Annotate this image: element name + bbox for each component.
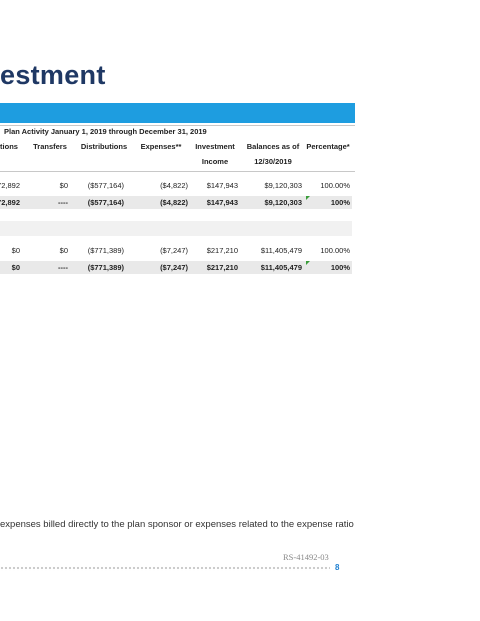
table-cell: ($771,389) xyxy=(87,263,124,272)
table-cell: $0 xyxy=(59,181,68,190)
table-cell: 100% xyxy=(330,198,350,207)
dotted-rule xyxy=(0,566,330,571)
row-shade xyxy=(0,261,352,274)
table-cell: $217,210 xyxy=(206,246,238,255)
table-cell: ($771,389) xyxy=(87,246,124,255)
table-cell: $11,405,479 xyxy=(260,263,302,272)
blank-row xyxy=(0,221,352,236)
header-band xyxy=(0,103,355,123)
table-cell: 72,892 xyxy=(0,198,20,207)
table-cell: $9,120,303 xyxy=(264,198,302,207)
column-header: tions xyxy=(0,139,18,154)
table-cell: 100.00% xyxy=(320,246,350,255)
row-shade xyxy=(0,196,352,209)
column-header-line: Investment xyxy=(195,142,235,151)
table-cell: 72,892 xyxy=(0,181,20,190)
column-header-line: Percentage* xyxy=(306,142,350,151)
table-caption: Plan Activity January 1, 2019 through De… xyxy=(4,127,207,136)
cell-marker xyxy=(306,196,310,200)
table-cell: ($7,247) xyxy=(160,246,188,255)
page-title: estment xyxy=(0,60,106,90)
table-cell: ($4,822) xyxy=(160,181,188,190)
table-cell: $9,120,303 xyxy=(264,181,302,190)
table-cell: ($7,247) xyxy=(160,263,188,272)
column-header-line: tions xyxy=(0,142,18,151)
table-cell: 100% xyxy=(330,263,350,272)
table-cell: $0 xyxy=(59,246,68,255)
table-header xyxy=(0,125,355,172)
table-cell: $0 xyxy=(11,246,20,255)
table-cell: 100.00% xyxy=(320,181,350,190)
table-cell: ($577,164) xyxy=(87,181,124,190)
table-cell: $217,210 xyxy=(206,263,238,272)
column-header-line: Distributions xyxy=(80,142,128,151)
table-cell: $11,405,479 xyxy=(260,246,302,255)
table-cell: ---- xyxy=(58,263,68,272)
table-cell: ---- xyxy=(58,198,68,207)
column-header: Distributions xyxy=(81,139,127,154)
table-cell: $147,943 xyxy=(206,181,238,190)
table-cell: $0 xyxy=(11,263,20,272)
column-header-line: Transfers xyxy=(33,142,67,151)
page-number: 8 xyxy=(335,563,340,572)
column-header: Balances as of 12/30/2019 xyxy=(247,139,300,169)
column-header: Expenses** xyxy=(141,139,182,154)
column-header: Transfers xyxy=(33,139,67,154)
document-code: RS-41492-03 xyxy=(283,552,329,562)
table-cell: ($4,822) xyxy=(160,198,188,207)
cell-marker xyxy=(306,261,310,265)
footnote: expenses billed directly to the plan spo… xyxy=(0,519,354,530)
table-cell: $147,943 xyxy=(206,198,238,207)
column-header-line: Expenses** xyxy=(140,142,182,151)
column-header-line: Balances as of xyxy=(246,142,300,151)
column-header: Investment Income xyxy=(195,139,235,169)
column-header: Percentage* xyxy=(306,139,349,154)
column-header-line: 12/30/2019 xyxy=(254,157,292,166)
table-cell: ($577,164) xyxy=(87,198,124,207)
column-header-line: Income xyxy=(201,157,229,166)
